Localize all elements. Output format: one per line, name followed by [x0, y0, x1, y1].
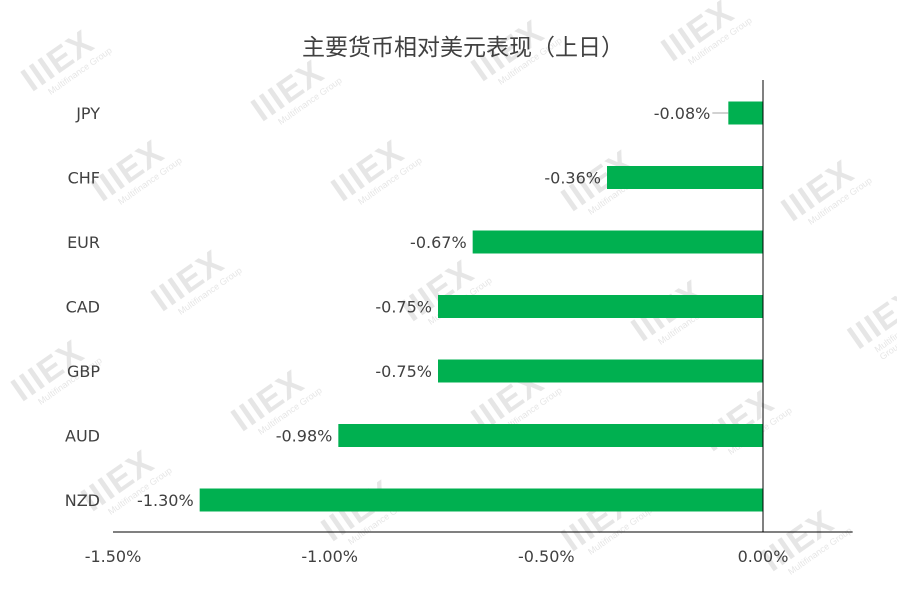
value-label-gbp: -0.75% — [375, 362, 432, 381]
value-label-eur: -0.67% — [410, 233, 467, 252]
value-label-chf: -0.36% — [544, 169, 601, 188]
category-label-chf: CHF — [68, 169, 100, 188]
value-label-cad: -0.75% — [375, 298, 432, 317]
bar-gbp — [438, 359, 763, 383]
category-label-aud: AUD — [65, 427, 100, 446]
value-label-jpy: -0.08% — [654, 104, 711, 123]
x-tick-label: -1.00% — [301, 547, 358, 566]
category-label-nzd: NZD — [65, 491, 100, 510]
x-tick-label: 0.00% — [738, 547, 789, 566]
bar-cad — [438, 295, 763, 318]
category-label-cad: CAD — [66, 298, 100, 317]
bar-chf — [607, 166, 763, 189]
bars-group: -0.08% -0.36% -0.67% -0.75% -0.75% -0.98% -1.3… — [137, 101, 763, 512]
category-label-eur: EUR — [67, 233, 100, 252]
chart-title: 主要货币相对美元表现（上日） — [302, 35, 624, 61]
bar-aud — [338, 424, 763, 447]
x-tick-label: -0.50% — [518, 547, 575, 566]
axes-group: JPY CHF EUR CAD GBP AUD NZD -1.50% -1.00% -0.50% 0… — [65, 80, 853, 566]
bar-eur — [472, 230, 763, 254]
category-label-gbp: GBP — [67, 362, 100, 381]
bar-jpy — [728, 101, 763, 125]
bar-nzd — [199, 488, 763, 512]
value-label-nzd: -1.30% — [137, 491, 194, 510]
value-label-aud: -0.98% — [276, 427, 333, 446]
category-label-jpy: JPY — [75, 104, 100, 123]
x-tick-label: -1.50% — [85, 547, 142, 566]
